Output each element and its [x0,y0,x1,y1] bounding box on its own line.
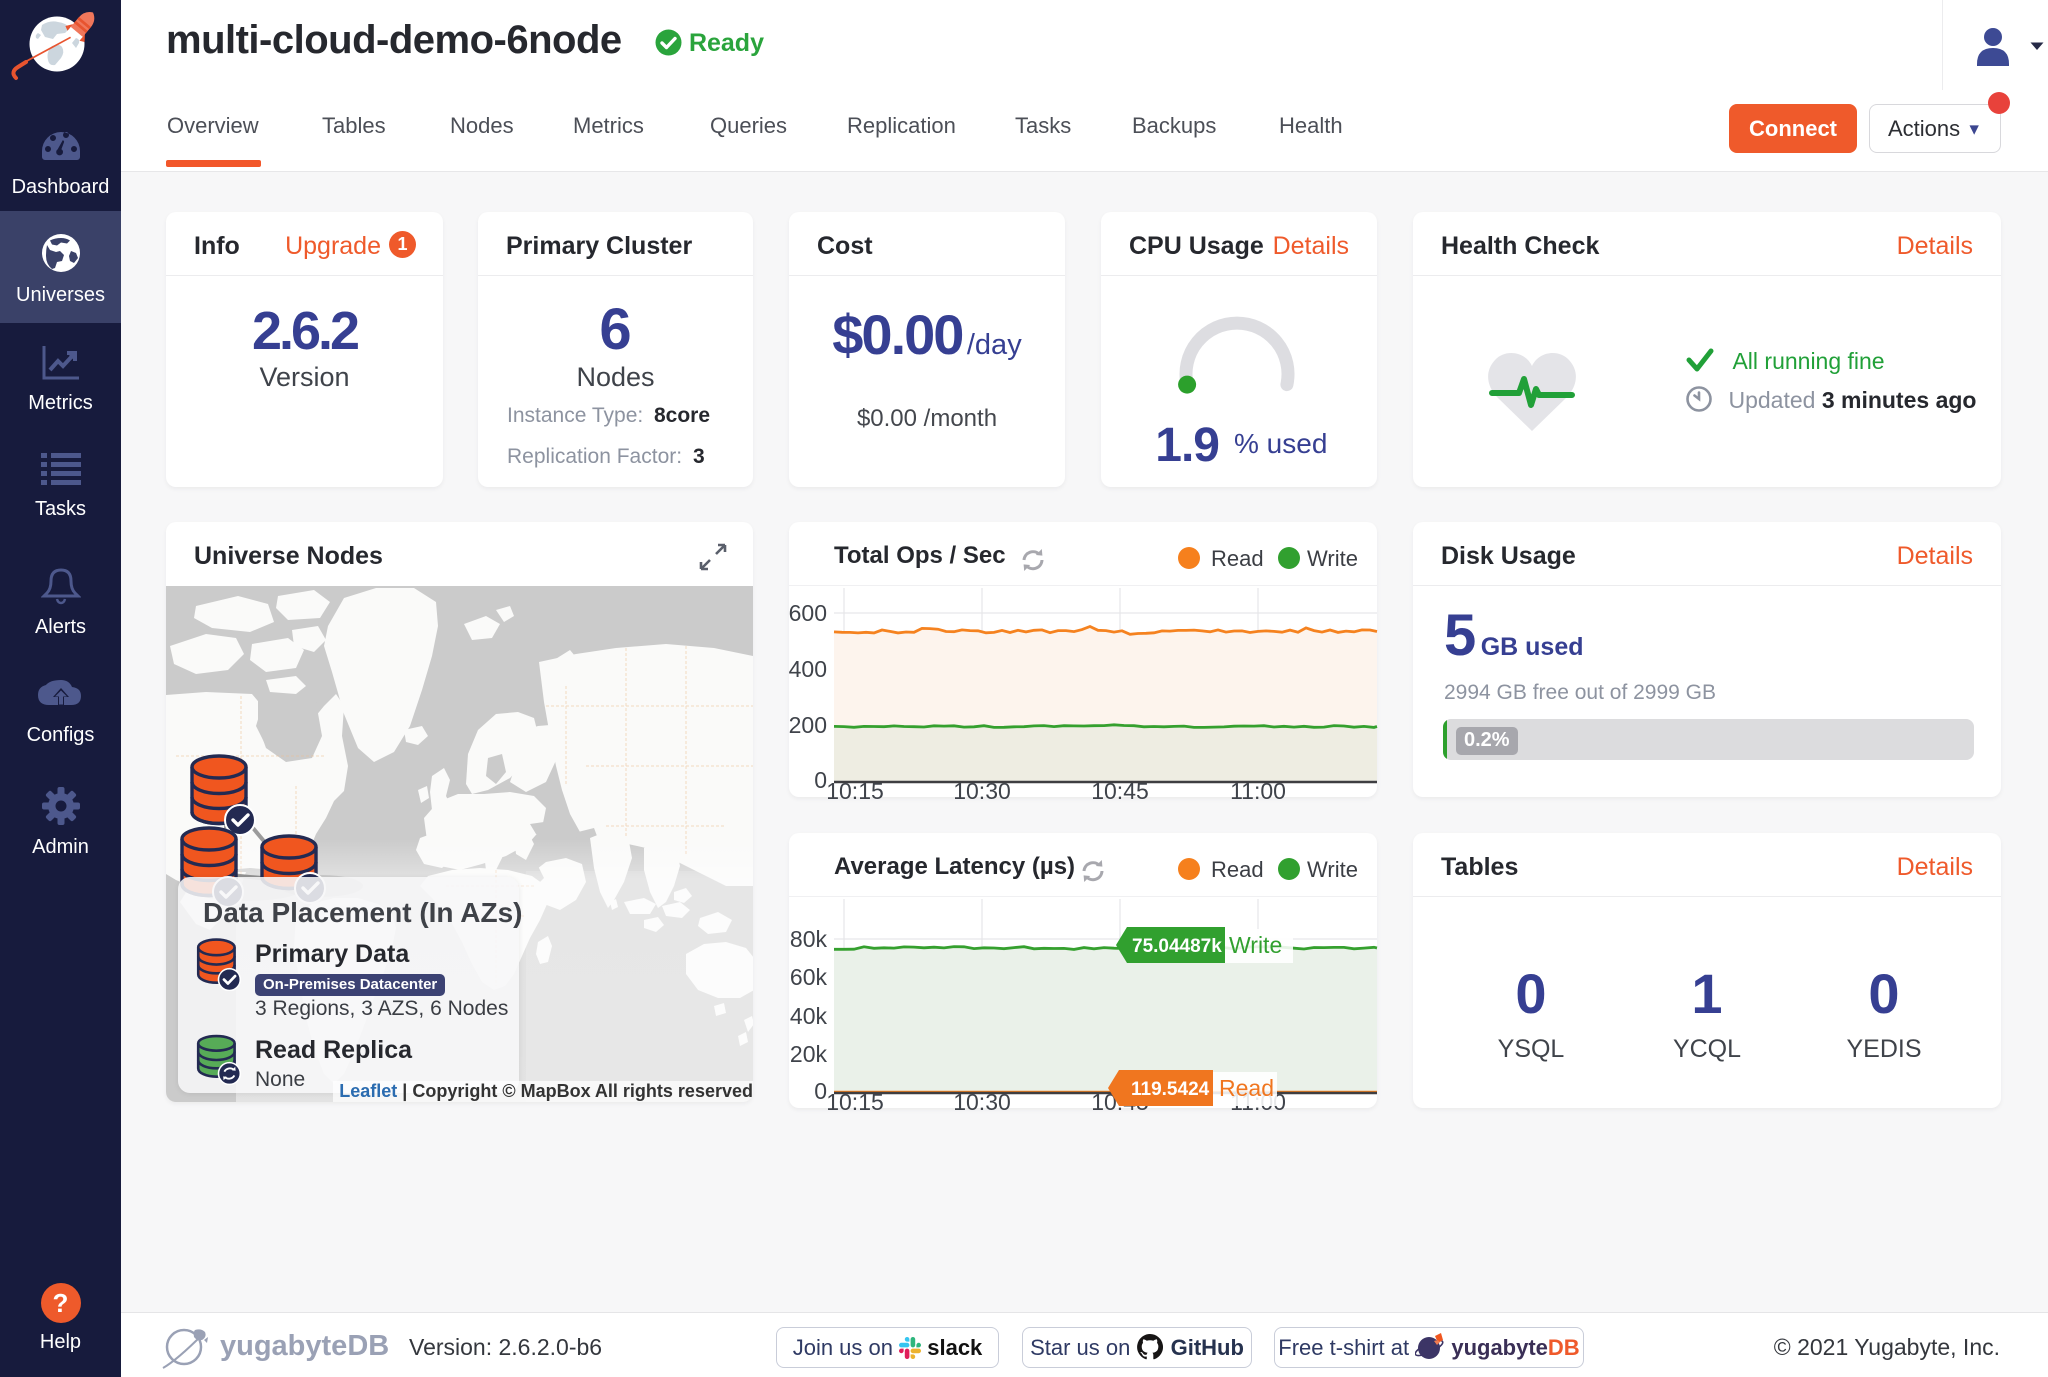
svg-text:20k: 20k [790,1041,828,1067]
svg-text:600: 600 [789,600,827,626]
svg-text:Read: Read [1219,1075,1274,1101]
svg-text:0: 0 [814,767,827,793]
svg-text:400: 400 [789,656,827,682]
svg-text:Write: Write [1229,932,1282,958]
svg-text:40k: 40k [790,1003,828,1029]
svg-text:80k: 80k [790,926,828,952]
svg-text:10:15: 10:15 [826,778,884,804]
svg-text:0: 0 [814,1078,827,1104]
svg-text:75.04487k: 75.04487k [1132,936,1222,957]
svg-text:10:15: 10:15 [826,1089,884,1115]
svg-text:11:00: 11:00 [1230,778,1286,804]
svg-text:10:30: 10:30 [953,1089,1011,1115]
svg-text:10:45: 10:45 [1091,778,1149,804]
svg-text:10:30: 10:30 [953,778,1011,804]
svg-text:119.5424: 119.5424 [1131,1079,1210,1100]
svg-text:60k: 60k [790,964,828,990]
svg-text:200: 200 [789,712,827,738]
